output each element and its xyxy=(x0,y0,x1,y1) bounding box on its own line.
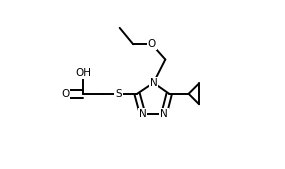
Text: O: O xyxy=(61,89,69,99)
Text: N: N xyxy=(139,108,146,119)
Text: N: N xyxy=(150,78,157,88)
Text: S: S xyxy=(115,89,122,99)
Text: methoxy: methoxy xyxy=(119,20,125,21)
Text: O: O xyxy=(148,39,156,49)
Text: N: N xyxy=(160,108,168,119)
Text: OH: OH xyxy=(75,68,91,78)
